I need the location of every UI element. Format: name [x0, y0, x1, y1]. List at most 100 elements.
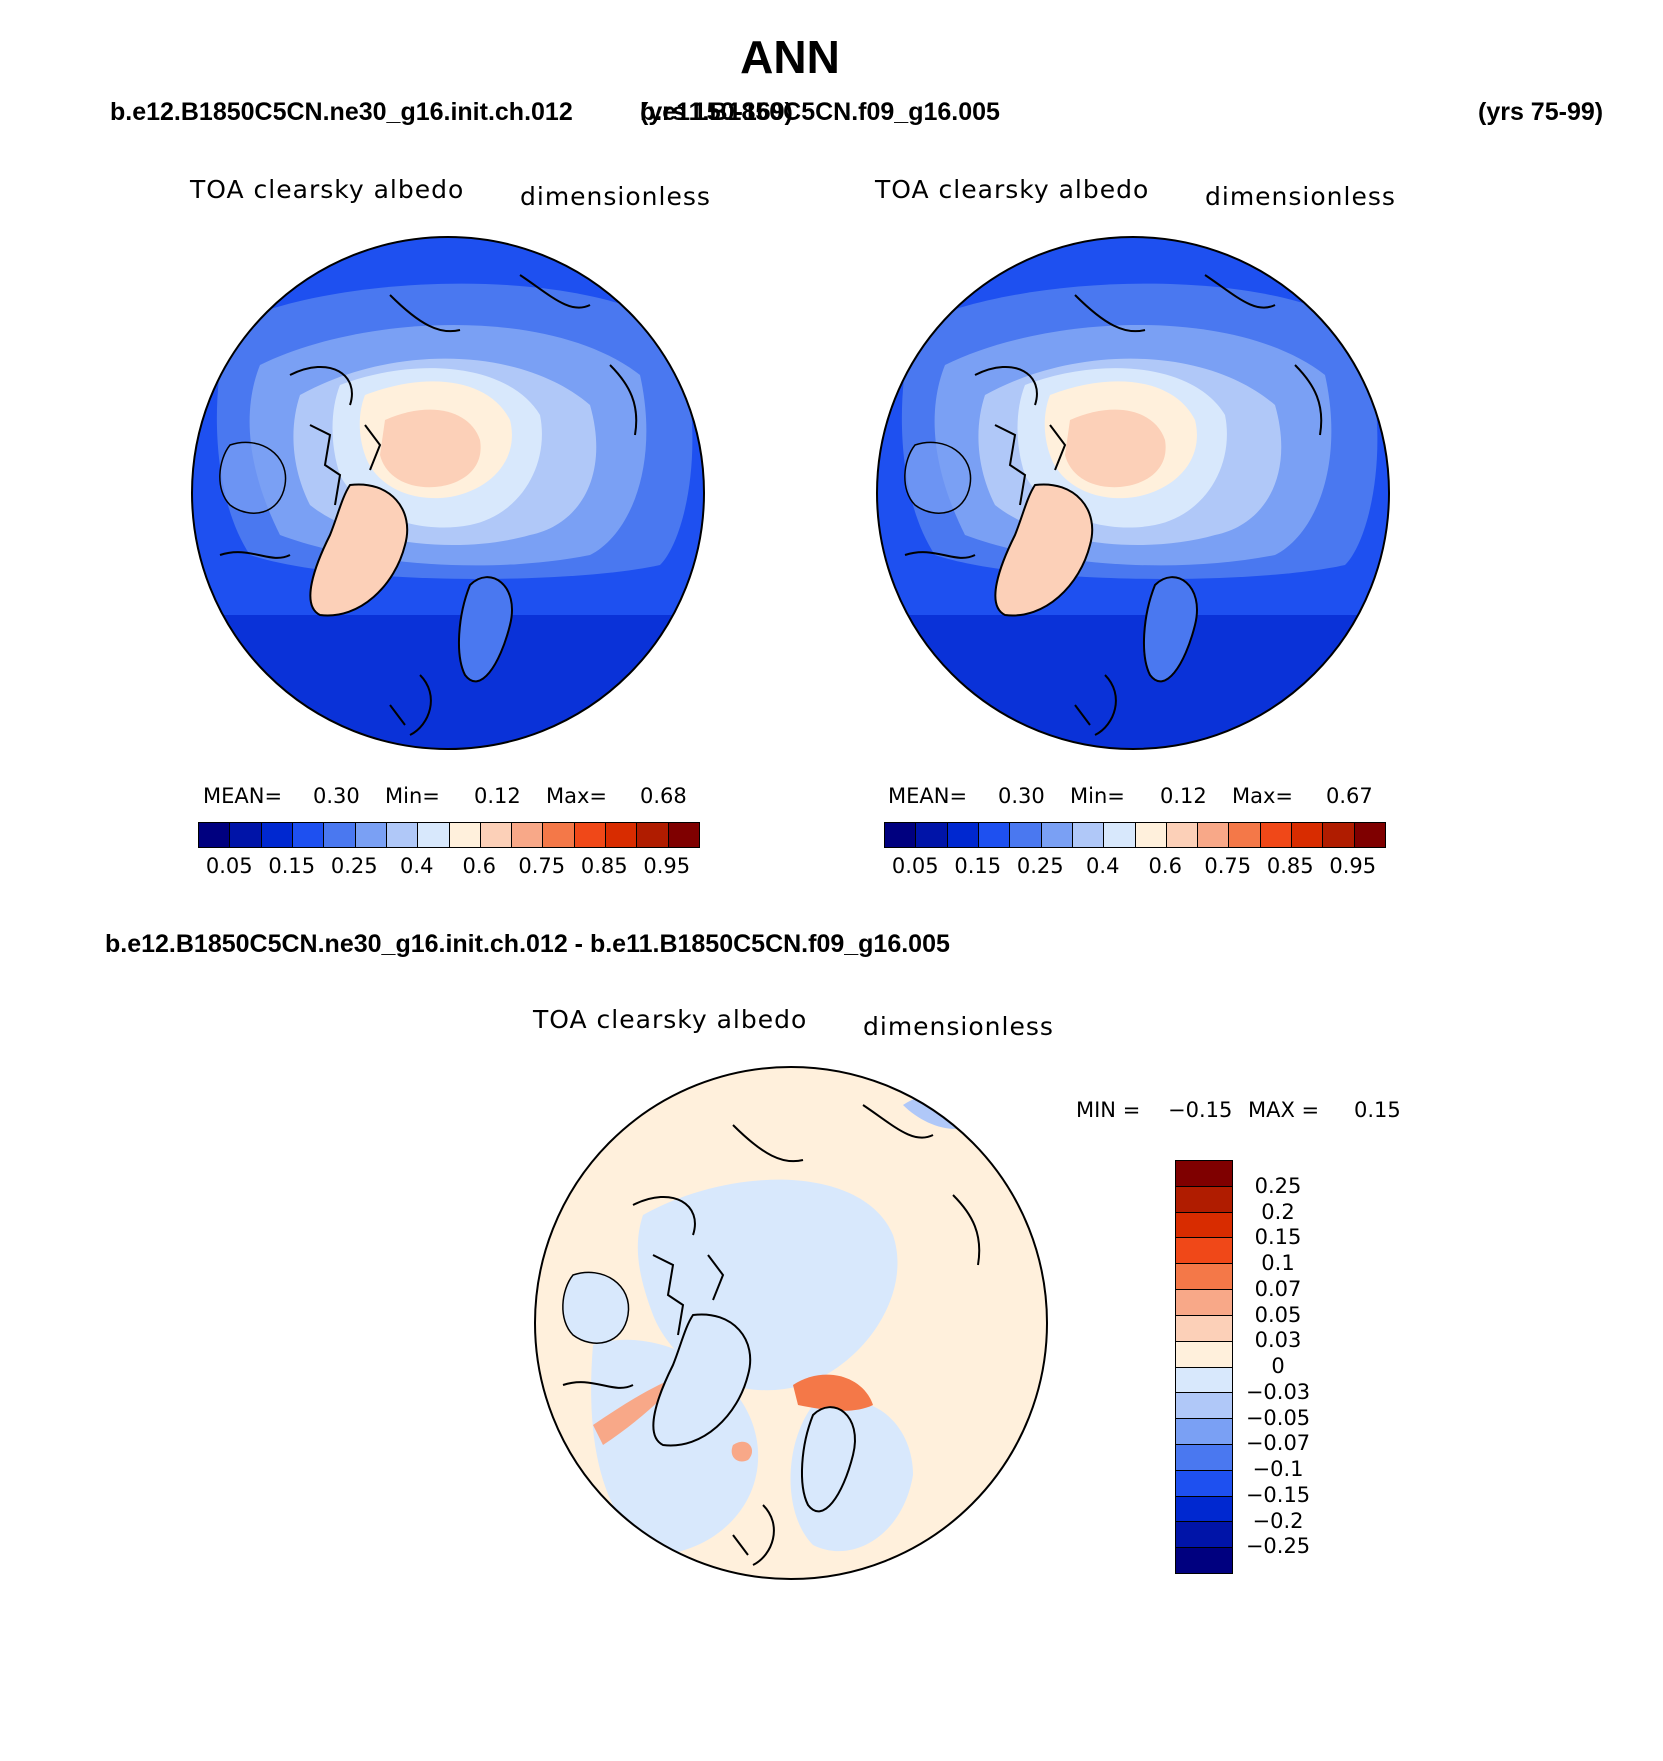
panel2-colorbar-swatch — [1292, 823, 1324, 847]
difference-colorbar-tick-label: 0.03 — [1254, 1328, 1302, 1353]
difference-colorbar-swatch — [1176, 1290, 1232, 1316]
panel1-colorbar-swatch — [355, 823, 387, 847]
difference-colorbar-swatch — [1176, 1186, 1232, 1213]
case-years-left: (yrs 150-169) — [640, 98, 793, 126]
panel2-max-label: Max= — [1232, 784, 1294, 808]
panel2-colorbar-swatch — [1041, 823, 1073, 847]
difference-colorbar-tick-label: 0.25 — [1254, 1173, 1302, 1198]
difference-colorbar-swatch — [1176, 1212, 1232, 1239]
difference-colorbar-tick-label: −0.25 — [1245, 1534, 1311, 1559]
difference-colorbar-swatch — [1176, 1315, 1232, 1342]
panel2-mean-value: 0.30 — [998, 784, 1045, 808]
difference-colorbar-swatch — [1176, 1238, 1232, 1265]
difference-colorbar-tick-label: −0.15 — [1245, 1482, 1311, 1507]
difference-colorbar-swatch — [1176, 1419, 1232, 1445]
panel2-colorbar-swatch — [1010, 823, 1042, 847]
panel2-colorbar-tick-label: 0.4 — [1086, 854, 1120, 878]
panel2-colorbar — [884, 822, 1386, 848]
panel2-colorbar-swatch — [1104, 823, 1136, 847]
panel2-colorbar-tick-label: 0.05 — [891, 854, 939, 878]
panel1-mean-value: 0.30 — [313, 784, 360, 808]
panel2-colorbar-swatch — [1323, 823, 1355, 847]
page-title: ANN — [740, 31, 840, 83]
difference-colorbar-swatch — [1176, 1367, 1232, 1394]
case-name-right: b.e11.B1850C5CN.f09_g16.005 — [640, 98, 1000, 126]
panel1-mean-label: MEAN= — [203, 784, 283, 808]
case-name-left: b.e12.B1850C5CN.ne30_g16.init.ch.012 — [110, 98, 573, 126]
panel2-colorbar-swatch — [1229, 823, 1261, 847]
panel2-min-label: Min= — [1070, 784, 1125, 808]
panel1-colorbar-swatch — [292, 823, 325, 847]
panel1-colorbar-swatch — [386, 823, 419, 847]
panel1-colorbar-swatch — [574, 823, 607, 847]
difference-colorbar-swatch — [1176, 1264, 1232, 1291]
panel1-colorbar-tick-label: 0.4 — [400, 854, 434, 878]
panel1-colorbar-swatch — [199, 823, 231, 847]
panel2-units-label: dimensionless — [1205, 182, 1396, 211]
difference-min-value: −0.15 — [1168, 1098, 1233, 1122]
panel2-colorbar-swatch — [916, 823, 948, 847]
difference-colorbar-tick-label: −0.1 — [1252, 1457, 1304, 1481]
difference-colorbar-swatch — [1176, 1522, 1232, 1549]
difference-colorbar-swatch — [1176, 1393, 1232, 1420]
panel1-colorbar-swatch — [418, 823, 450, 847]
panel1-colorbar-swatch — [543, 823, 575, 847]
panel1-variable-label: TOA clearsky albedo — [190, 175, 465, 204]
case-years-right: (yrs 75-99) — [1478, 98, 1604, 126]
panel1-colorbar-swatch — [324, 823, 356, 847]
panel2-mean-label: MEAN= — [888, 784, 968, 808]
panel2-colorbar-tick-label: 0.6 — [1148, 854, 1182, 878]
panel1-max-value: 0.68 — [640, 784, 687, 808]
difference-max-label: MAX = — [1248, 1098, 1320, 1122]
panel2-colorbar-tick-label: 0.25 — [1016, 854, 1064, 878]
panel1-colorbar-tick-label: 0.6 — [462, 854, 496, 878]
panel2-colorbar-tick-label: 0.75 — [1204, 854, 1252, 878]
difference-colorbar-swatch — [1176, 1444, 1232, 1471]
panel2-colorbar-tick-label: 0.95 — [1329, 854, 1377, 878]
difference-colorbar-tick-label: 0.07 — [1254, 1276, 1302, 1301]
panel2-colorbar-swatch — [1135, 823, 1167, 847]
panel2-colorbar-swatch — [978, 823, 1011, 847]
difference-colorbar-tick-label: −0.05 — [1245, 1405, 1311, 1430]
panel2-min-value: 0.12 — [1160, 784, 1207, 808]
difference-colorbar-swatch — [1176, 1470, 1232, 1497]
panel1-units-label: dimensionless — [520, 182, 711, 211]
panel1-colorbar-swatch — [261, 823, 293, 847]
panel2-colorbar-swatch — [1354, 823, 1385, 847]
panel2-colorbar-tick-label: 0.85 — [1266, 854, 1314, 878]
difference-colorbar-tick-label: 0.15 — [1254, 1225, 1302, 1250]
panel1-colorbar-tick-label: 0.75 — [518, 854, 566, 878]
panel1-colorbar-tick-label: 0.85 — [580, 854, 628, 878]
panel1-colorbar-tick-label: 0.25 — [330, 854, 378, 878]
panel1-min-label: Min= — [385, 784, 440, 808]
difference-variable-label: TOA clearsky albedo — [533, 1005, 808, 1034]
panel1-colorbar-swatch — [637, 823, 669, 847]
panel2-max-value: 0.67 — [1326, 784, 1373, 808]
panel1-min-value: 0.12 — [474, 784, 521, 808]
difference-title: b.e12.B1850C5CN.ne30_g16.init.ch.012 - b… — [105, 930, 950, 958]
panel1-colorbar-tick-label: 0.15 — [268, 854, 316, 878]
panel2-colorbar-swatch — [1260, 823, 1293, 847]
panel1-polar-map — [191, 236, 705, 750]
panel1-colorbar-swatch — [230, 823, 262, 847]
difference-colorbar-swatch — [1176, 1341, 1232, 1368]
panel2-colorbar-swatch — [1072, 823, 1105, 847]
panel2-colorbar-tick-label: 0.15 — [954, 854, 1002, 878]
difference-units-label: dimensionless — [863, 1012, 1054, 1041]
panel1-colorbar-swatch — [480, 823, 513, 847]
panel1-colorbar-swatch — [606, 823, 638, 847]
panel1-max-label: Max= — [546, 784, 608, 808]
difference-colorbar-tick-label: 0.05 — [1254, 1302, 1302, 1327]
difference-colorbar-swatch — [1176, 1161, 1232, 1187]
difference-max-value: 0.15 — [1354, 1098, 1401, 1122]
panel1-colorbar — [198, 822, 700, 848]
panel1-colorbar-swatch — [449, 823, 481, 847]
panel2-colorbar-swatch — [885, 823, 917, 847]
panel2-polar-map — [876, 236, 1390, 750]
panel1-colorbar-swatch — [668, 823, 699, 847]
difference-colorbar-tick-label: 0.1 — [1261, 1251, 1295, 1275]
panel2-colorbar-swatch — [1198, 823, 1230, 847]
difference-colorbar-swatch — [1176, 1496, 1232, 1523]
difference-colorbar-tick-label: −0.07 — [1245, 1431, 1311, 1456]
difference-min-label: MIN = — [1076, 1098, 1141, 1122]
